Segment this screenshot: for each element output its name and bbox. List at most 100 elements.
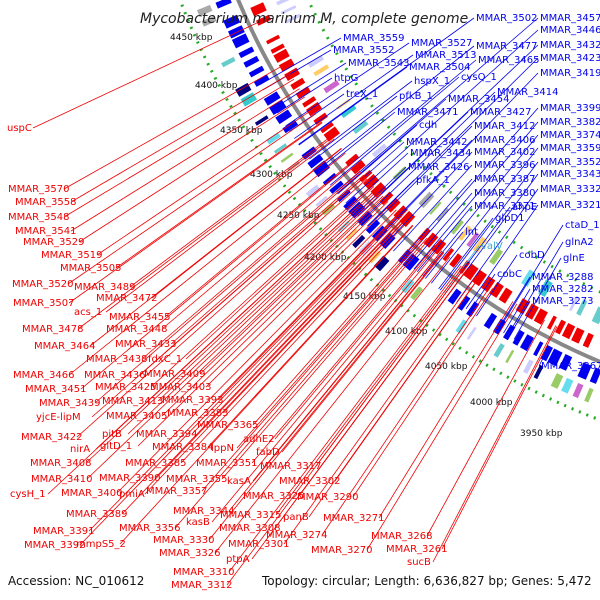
- gene-label: MMAR_3355: [166, 474, 228, 485]
- gene-label: cysH_1: [10, 489, 46, 500]
- kbp-tick-label: 4150 kbp: [343, 292, 386, 302]
- reverse-gene: [582, 332, 594, 348]
- gene-label: MMAR_3402: [474, 147, 536, 158]
- gene-label: MMAR_3519: [41, 250, 103, 261]
- leader-line: [317, 45, 475, 171]
- leader-line: [170, 174, 364, 345]
- reverse-gene: [295, 86, 311, 99]
- leader-line: [115, 121, 323, 269]
- leader-line: [298, 66, 408, 146]
- leader-line: [352, 288, 494, 498]
- reverse-gene: [524, 303, 539, 320]
- gene-label: MMAR_3380: [474, 188, 536, 199]
- forward-gene: [307, 154, 324, 169]
- leader-line: [217, 212, 401, 401]
- leader-line: [150, 184, 373, 388]
- label-leader-lines: [32, 17, 564, 586]
- gene-label: MMAR_3393: [162, 395, 224, 406]
- gene-feature: [235, 82, 252, 97]
- leader-line: [77, 136, 334, 330]
- kbp-tick-label: 3950 kbp: [520, 429, 563, 439]
- gene-feature: [533, 364, 544, 380]
- gene-feature: [450, 219, 464, 235]
- leader-line: [205, 203, 392, 388]
- gene-feature: [550, 373, 564, 389]
- gene-label: MMAR_3478: [22, 324, 84, 335]
- gene-label: treX_1: [346, 89, 378, 100]
- gene-feature: [505, 349, 515, 364]
- gene-feature: [466, 326, 477, 340]
- gene-label: ahpE: [512, 202, 537, 213]
- gene-label: MMAR_3406: [474, 135, 536, 146]
- reverse-gene: [350, 159, 366, 175]
- leader-line: [430, 147, 539, 284]
- leader-line: [68, 122, 323, 304]
- gene-label: fdxC_1: [148, 354, 182, 365]
- kbp-tick-label: 4300 kbp: [250, 170, 293, 180]
- accession-text: Accession: NC_010612: [8, 574, 145, 588]
- leader-line: [94, 171, 362, 404]
- leader-line: [96, 108, 314, 256]
- gene-label: MMAR_3385: [125, 458, 187, 469]
- gene-label: MMAR_3451: [25, 384, 87, 395]
- leader-line: [298, 17, 475, 145]
- gene-feature: [568, 295, 579, 312]
- leader-line: [91, 176, 366, 418]
- gene-label: MMAR_3392: [24, 540, 86, 551]
- leader-line: [361, 91, 496, 221]
- reverse-gene: [571, 327, 585, 344]
- gene-label: MMAR_3326: [159, 548, 221, 559]
- leader-line: [507, 241, 564, 336]
- gene-feature: [323, 80, 340, 94]
- gene-label: MMAR_3383: [167, 408, 229, 419]
- gene-label: MMAR_3268: [371, 531, 433, 542]
- gene-label: MMAR_3382: [540, 117, 600, 128]
- gene-label: MMAR_3273: [532, 296, 594, 307]
- leader-line: [116, 209, 397, 494]
- gene-label: MMAR_3570: [8, 184, 70, 195]
- gene-label: MMAR_3270: [311, 545, 373, 556]
- gene-feature: [358, 241, 374, 256]
- gene-label: MMAR_3454: [448, 94, 510, 105]
- gene-label: MMAR_3432: [540, 40, 600, 51]
- gene-label: MMAR_3464: [34, 341, 96, 352]
- leader-line: [441, 326, 558, 550]
- gene-label: yjcE-lipM: [36, 412, 81, 423]
- leader-line: [275, 266, 464, 516]
- forward-gene: [466, 301, 480, 317]
- reverse-gene: [463, 263, 479, 281]
- leader-line: [207, 224, 413, 448]
- leader-line: [236, 235, 425, 449]
- gene-label: MMAR_3504: [409, 62, 471, 73]
- forward-gene: [589, 367, 600, 384]
- leader-line: [79, 213, 401, 546]
- gene-feature: [345, 228, 358, 241]
- gene-label: MMAR_3552: [333, 45, 395, 56]
- leader-line: [226, 267, 465, 586]
- gene-feature: [584, 387, 594, 403]
- gene-feature: [576, 299, 588, 316]
- leader-line: [281, 252, 445, 453]
- kbp-tick-label: 4250 kbp: [277, 211, 320, 221]
- gene-label: MMAR_3472: [96, 293, 158, 304]
- forward-gene: [402, 253, 420, 271]
- gene-label: MMAR_3505: [60, 263, 122, 274]
- leader-line: [476, 254, 518, 317]
- gene-feature: [273, 143, 288, 154]
- gene-label: MMAR_3507: [13, 298, 75, 309]
- leader-line: [137, 201, 389, 447]
- gene-label: MMAR_3344: [173, 506, 235, 517]
- leader-line: [228, 265, 462, 573]
- leader-line: [174, 237, 428, 529]
- leader-line: [308, 278, 479, 518]
- gene-label: MMAR_3315: [220, 510, 282, 521]
- forward-gene: [253, 74, 270, 87]
- reverse-gene: [417, 227, 431, 242]
- gene-label: MMAR_3433: [115, 339, 177, 350]
- gene-label: MMAR_3325: [243, 491, 305, 502]
- gene-label: cobC: [497, 269, 522, 280]
- forward-gene: [243, 55, 260, 68]
- leader-line: [378, 301, 514, 519]
- gene-feature: [572, 383, 584, 399]
